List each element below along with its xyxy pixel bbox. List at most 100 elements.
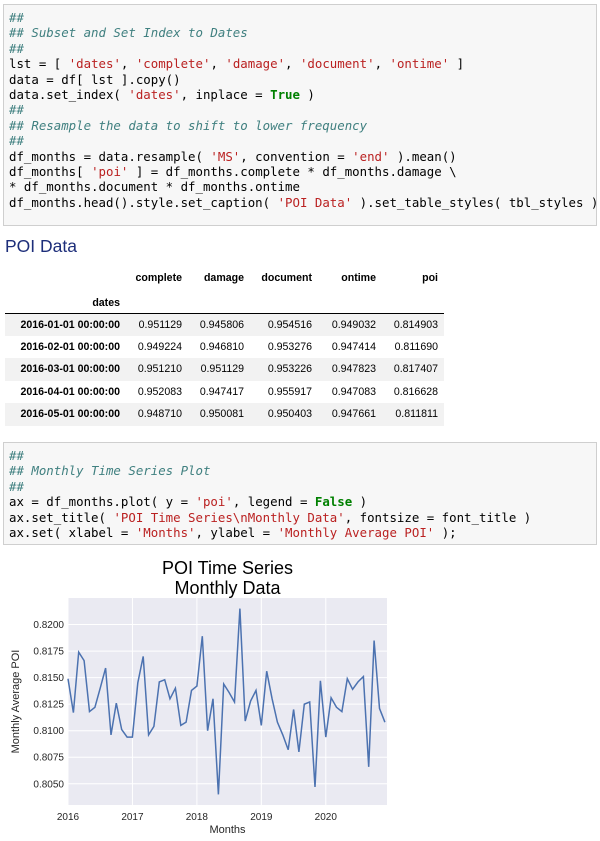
y-tick-label: 0.8175: [33, 647, 64, 658]
code-token: ##: [9, 133, 24, 149]
code-token: df_months.head().style.set_caption(: [9, 194, 278, 210]
row-index-date: 2016-05-01 00:00:00: [20, 408, 120, 421]
code-token: ## Subset and Set Index to Dates: [9, 25, 248, 41]
code-token: lst = [: [9, 56, 69, 72]
x-tick-label: 2018: [186, 812, 209, 823]
code-line: ##: [9, 10, 596, 25]
row-index-date: 2016-02-01 00:00:00: [20, 340, 120, 353]
column-header-complete: complete: [135, 272, 182, 284]
code-token: 'dates': [68, 56, 121, 72]
code-line: ## Resample the data to shift to lower f…: [9, 118, 596, 133]
code-token: ,: [285, 56, 300, 72]
table-cell: 0.947414: [331, 340, 376, 353]
chart-title-line: Monthly Data: [174, 578, 281, 598]
code-token: 'Months': [135, 524, 196, 540]
code-cell-subset[interactable]: ## ## Subset and Set Index to Dates ## lst …: [3, 4, 597, 226]
code-token: data.set_index(: [9, 86, 129, 102]
code-token: ,: [210, 56, 226, 72]
table-cell: 0.948710: [137, 408, 182, 421]
y-tick-label: 0.8150: [33, 673, 64, 684]
code-token: , convention =: [240, 148, 353, 164]
code-token: 'POI Data': [277, 194, 353, 210]
y-tick-label: 0.8200: [33, 620, 64, 631]
code-token: ##: [9, 102, 24, 118]
series-line-poi: [67, 608, 386, 795]
table-cell: 0.950403: [267, 408, 312, 421]
code-token: , ylabel =: [195, 524, 278, 540]
x-axis-label: Months: [209, 824, 246, 836]
table-cell: 0.951210: [137, 363, 182, 376]
code-token: 'MS': [210, 148, 241, 164]
code-line: ##: [9, 133, 596, 148]
y-tick-label: 0.8125: [33, 700, 64, 711]
code-token: False: [314, 494, 353, 510]
y-axis-label: Monthly Average POI: [10, 650, 22, 754]
table-cell: 0.947083: [331, 385, 376, 398]
code-line: ax.set( xlabel = 'Months', ylabel = 'Mon…: [9, 525, 596, 540]
table-row: 2016-05-01 00:00:00 0.948710 0.950081 0.950…: [5, 403, 444, 426]
table-cell: 0.811690: [394, 340, 438, 353]
code-token: ##: [9, 40, 24, 56]
table-cell: 0.814903: [393, 318, 438, 331]
code-token: ] = df_months.complete * df_months.damag…: [128, 163, 457, 179]
code-token: ,: [374, 56, 390, 72]
table-cell: 0.954516: [267, 318, 312, 331]
code-token: );: [434, 524, 457, 540]
code-cell-plot[interactable]: ## ## Monthly Time Series Plot ## ax = df_m…: [3, 442, 597, 545]
index-name-header: dates: [5, 294, 126, 314]
table-row: 2016-03-01 00:00:00 0.951210 0.951129 0.953…: [5, 358, 444, 381]
code-token: ): [352, 494, 368, 510]
table-cell: 0.947661: [331, 408, 376, 421]
table-cell: 0.811811: [395, 408, 438, 421]
code-token: 'poi': [91, 163, 129, 179]
code-line: ##: [9, 479, 596, 494]
y-tick-label: 0.8075: [33, 753, 64, 764]
code-token: 'poi': [195, 494, 233, 510]
table-cell: 0.817407: [393, 363, 438, 376]
table-cell: 0.949032: [331, 318, 376, 331]
code-token: 'Monthly Average POI': [277, 524, 435, 540]
code-line: ax = df_months.plot( y = 'poi', legend =…: [9, 494, 596, 509]
x-tick-label: 2017: [121, 812, 144, 823]
code-token: 'document': [299, 56, 375, 72]
table-cell: 0.950081: [199, 408, 244, 421]
code-token: ,: [120, 56, 136, 72]
table-cell: 0.946810: [199, 340, 244, 353]
poi-time-series-chart: 0.8050 0.8075 0.8100 0.8125 0.8150 0.8175 0.82…: [10, 558, 387, 836]
code-line: ##: [9, 448, 596, 463]
x-tick-label: 2019: [250, 812, 273, 823]
code-token: , legend =: [232, 494, 315, 510]
column-header-poi: poi: [422, 272, 438, 284]
code-token: ax.set( xlabel =: [9, 524, 136, 540]
table-row: 2016-02-01 00:00:00 0.949224 0.946810 0.953…: [5, 335, 444, 358]
code-line: df_months.head().style.set_caption( 'POI…: [9, 195, 596, 210]
chart-title-line: POI Time Series: [162, 558, 293, 578]
code-line: ##: [9, 102, 596, 117]
code-token: 'damage': [225, 56, 286, 72]
column-header-document: document: [261, 272, 312, 284]
row-index-date: 2016-04-01 00:00:00: [20, 385, 120, 398]
code-token: ##: [9, 478, 24, 494]
table-cell: 0.947417: [199, 385, 244, 398]
code-line: ax.set_title( 'POI Time Series\nMonthly …: [9, 510, 596, 525]
code-token: ).mean(): [389, 148, 457, 164]
table-cell: 0.949224: [137, 340, 182, 353]
x-tick-label: 2016: [57, 812, 80, 823]
code-token: ##: [9, 10, 24, 25]
table-caption: POI Data: [5, 236, 77, 256]
table-cell: 0.951129: [138, 318, 182, 331]
code-token: 'POI Time Series\nMonthly Data': [113, 509, 345, 525]
code-line: * df_months.document * df_months.ontime: [9, 179, 596, 194]
code-token: ).set_table_styles( tbl_styles ): [352, 194, 597, 210]
y-tick-label: 0.8100: [33, 726, 64, 737]
x-tick-label: 2020: [315, 812, 338, 823]
code-token: , fontsize = font_title ): [344, 509, 532, 525]
table-cell: 0.955917: [267, 385, 312, 398]
code-line: ## Monthly Time Series Plot: [9, 463, 596, 478]
table-cell: 0.816628: [393, 385, 438, 398]
table-row: 2016-01-01 00:00:00 0.951129 0.945806 0.954…: [5, 313, 444, 336]
code-line: data = df[ lst ].copy(): [9, 72, 596, 87]
column-header-ontime: ontime: [341, 272, 376, 284]
code-line: df_months = data.resample( 'MS', convent…: [9, 149, 596, 164]
code-token: ## Monthly Time Series Plot: [9, 463, 211, 479]
